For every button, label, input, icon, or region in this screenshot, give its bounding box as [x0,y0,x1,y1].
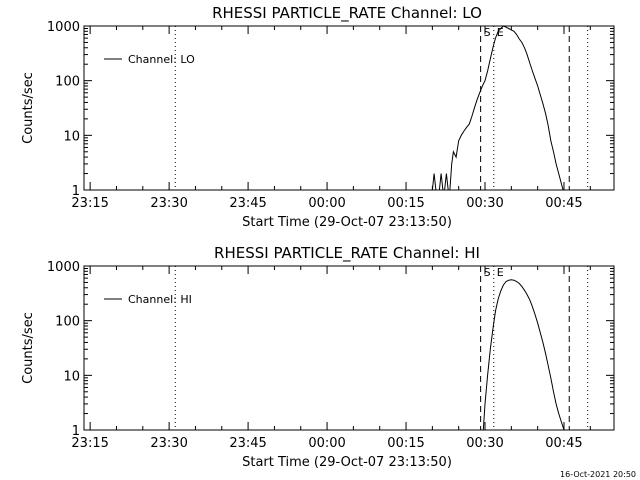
series-line-0 [431,25,564,191]
x-tick-label: 00:00 [308,196,345,211]
chart-title: RHESSI PARTICLE_RATE Channel: HI [214,244,480,263]
axis-ticks: 23:15 23:30 23:45 00:00 00:15 00:30 00:45 1 10 10… [47,20,614,211]
time-marker-label: S [484,266,491,279]
x-tick-label: 00:15 [387,436,424,451]
x-tick-label: 00:30 [466,436,503,451]
x-tick-label: 23:15 [71,436,108,451]
chart-panel-hi: RHESSI PARTICLE_RATE Channel: HI Counts/… [21,244,615,470]
x-tick-label: 23:45 [229,196,266,211]
y-tick-label: 1 [72,184,80,199]
legend-label: Channel: LO [128,53,195,66]
time-marker-label: S [484,26,491,39]
time-marker-label: E [497,266,504,279]
x-tick-label: 00:45 [545,436,582,451]
legend-label: Channel: HI [128,293,192,306]
x-tick-label: 00:15 [387,196,424,211]
x-tick-label: 23:30 [150,196,187,211]
x-tick-label: 00:30 [466,196,503,211]
plot-frame [83,265,615,431]
y-axis-label: Counts/sec [21,312,36,384]
series-line-0 [482,279,565,431]
x-tick-label: 00:00 [308,436,345,451]
axis-ticks: 23:15 23:30 23:45 00:00 00:15 00:30 00:45 1 10 10… [47,260,614,451]
data-series [431,25,564,191]
y-tick-label: 10 [63,129,80,144]
x-axis-label: Start Time (29-Oct-07 23:13:50) [242,215,452,230]
data-series [482,279,565,431]
chart-panel-lo: RHESSI PARTICLE_RATE Channel: LO Counts/… [21,4,615,230]
x-axis-label: Start Time (29-Oct-07 23:13:50) [242,455,452,470]
y-tick-label: 1000 [47,260,80,275]
y-tick-label: 1 [72,424,80,439]
y-tick-label: 10 [63,369,80,384]
y-tick-label: 100 [55,315,80,330]
y-tick-label: 100 [55,75,80,90]
y-tick-label: 1000 [47,20,80,35]
x-tick-label: 23:45 [229,436,266,451]
y-axis-label: Counts/sec [21,72,36,144]
footer-timestamp: 16-Oct-2021 20:50 [560,470,636,479]
x-tick-label: 23:15 [71,196,108,211]
x-tick-label: 23:30 [150,436,187,451]
x-tick-label: 00:45 [545,196,582,211]
chart-title: RHESSI PARTICLE_RATE Channel: LO [212,4,482,23]
time-marker-label: E [497,26,504,39]
plot-frame [83,25,615,191]
